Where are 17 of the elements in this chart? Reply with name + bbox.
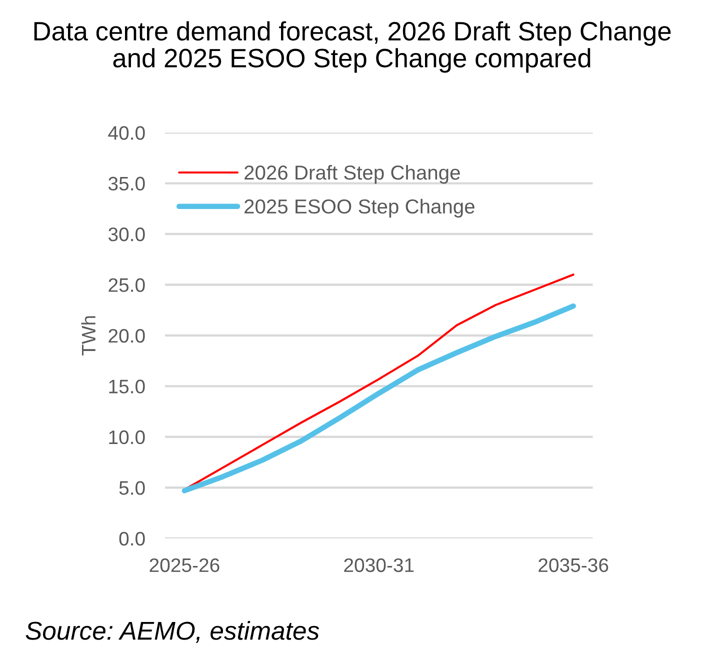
y-tick-label: 35.0 xyxy=(108,176,145,191)
legend-label: 2026 Draft Step Change xyxy=(244,164,460,184)
x-tick-label: 2030-31 xyxy=(344,558,414,572)
y-tick-label: 25.0 xyxy=(108,278,145,292)
legend-label: 2025 ESOO Step Change xyxy=(244,198,474,218)
y-tick-label: 5.0 xyxy=(119,481,145,495)
y-tick-label: 10.0 xyxy=(109,430,145,444)
x-tick-label: 2035-36 xyxy=(538,558,608,572)
y-tick-label: 0.0 xyxy=(119,532,145,546)
chart-title: Data centre demand forecast, 2026 Draft Step Change and 2025 ESOO Step Change compared xyxy=(34,21,671,73)
y-axis-title: TWh xyxy=(81,316,96,356)
y-tick-label: 40.0 xyxy=(108,126,145,140)
y-tick-label: 15.0 xyxy=(109,380,145,394)
y-tick-label: 30.0 xyxy=(108,228,145,242)
x-tick-label: 2025-26 xyxy=(150,558,220,572)
y-tick-label: 20.0 xyxy=(108,328,145,343)
source-note: Source: AEMO, estimates xyxy=(26,621,320,643)
